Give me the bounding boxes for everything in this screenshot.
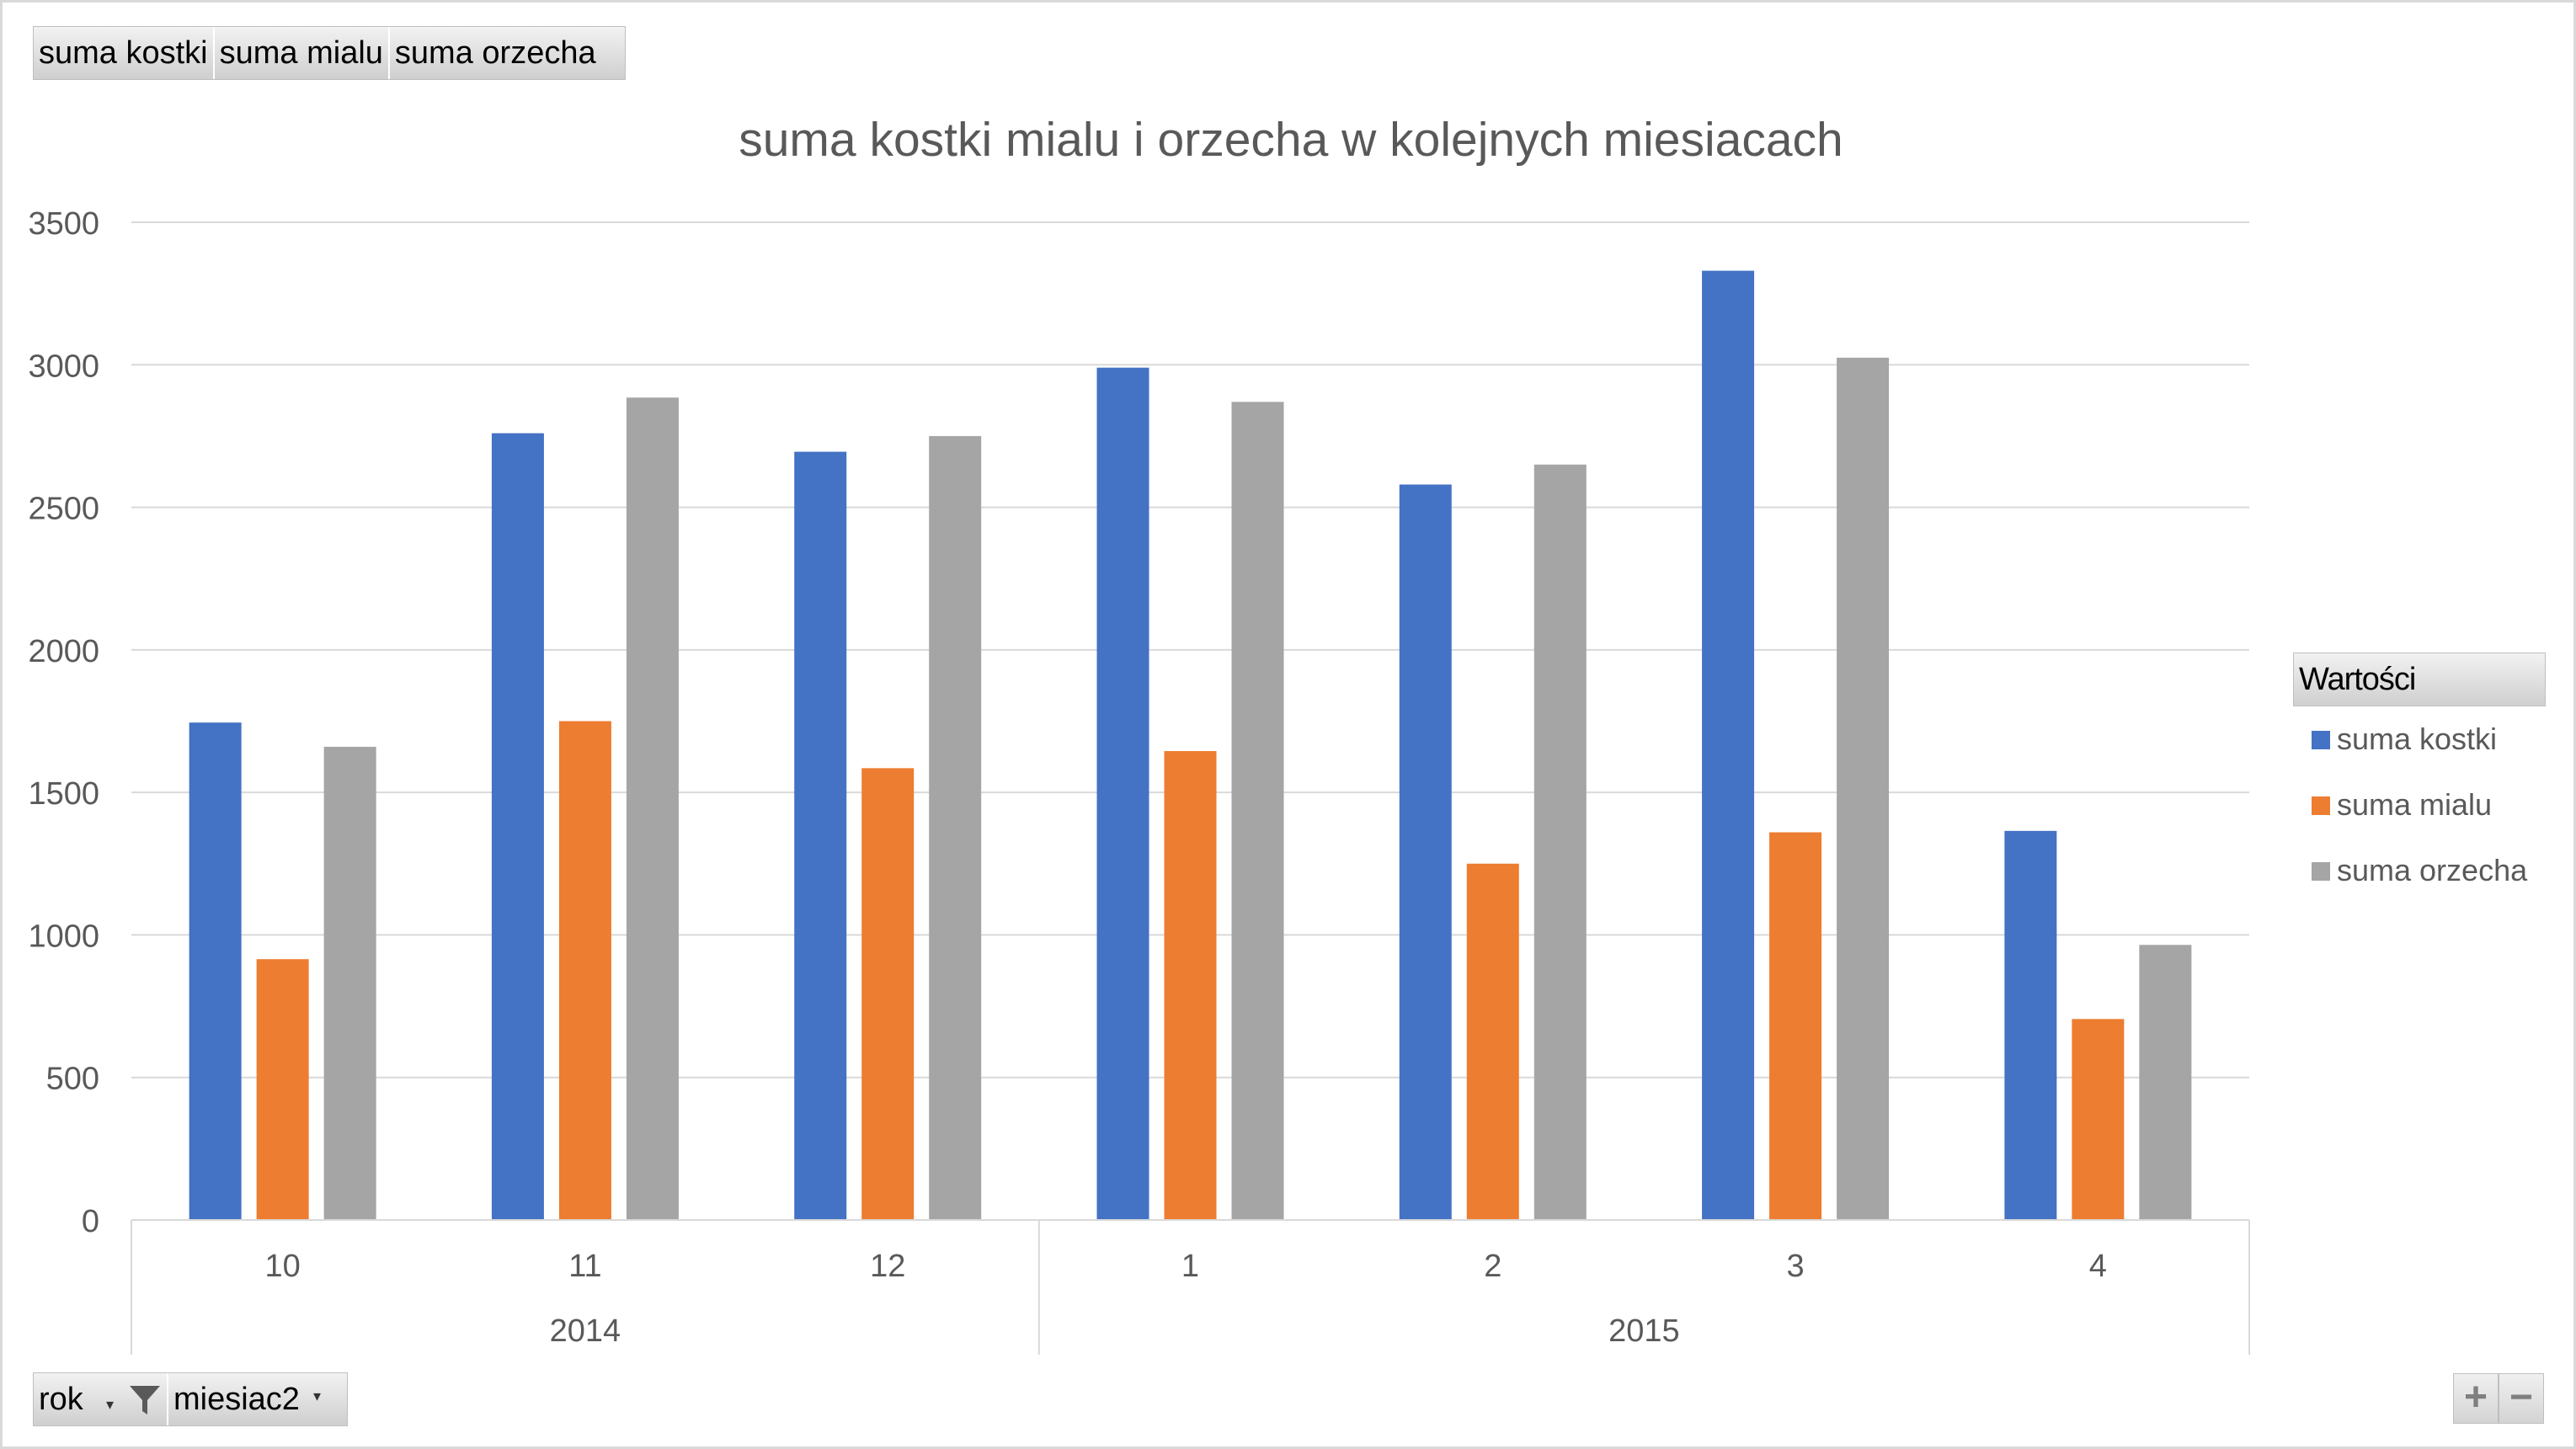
- field-button-suma-mialu[interactable]: suma mialu: [215, 27, 390, 79]
- legend-swatch-suma-mialu: [2312, 796, 2330, 815]
- field-button-label: rok: [39, 1382, 83, 1417]
- bar-suma-orzecha-1[interactable]: [1231, 402, 1284, 1220]
- y-tick-label: 3500: [28, 206, 99, 242]
- legend-item-suma-orzecha[interactable]: suma orzecha: [2293, 838, 2546, 903]
- bar-suma-mialu-4[interactable]: [2072, 1019, 2125, 1220]
- legend-label: suma orzecha: [2337, 853, 2528, 887]
- x-group-label: 2015: [1608, 1313, 1680, 1349]
- bar-suma-mialu-12[interactable]: [861, 768, 915, 1220]
- legend: Wartości suma kostki suma mialu suma orz…: [2293, 653, 2546, 903]
- legend-title[interactable]: Wartości: [2293, 653, 2546, 706]
- bar-suma-kostki-4[interactable]: [2004, 830, 2057, 1220]
- bar-suma-orzecha-10[interactable]: [323, 746, 376, 1220]
- bar-suma-orzecha-3[interactable]: [1837, 357, 1890, 1221]
- bar-suma-mialu-3[interactable]: [1769, 832, 1822, 1220]
- field-button-suma-orzecha[interactable]: suma orzecha: [394, 35, 596, 71]
- bar-suma-orzecha-2[interactable]: [1533, 464, 1587, 1220]
- field-button-rok[interactable]: rok ▾: [34, 1373, 168, 1425]
- field-button-miesiac2[interactable]: miesiac2 ▾: [168, 1373, 347, 1425]
- x-tick-label: 10: [265, 1249, 301, 1284]
- bar-suma-kostki-12[interactable]: [794, 451, 847, 1220]
- bar-suma-kostki-10[interactable]: [189, 722, 242, 1220]
- y-tick-label: 3000: [28, 349, 99, 384]
- y-tick-label: 0: [82, 1204, 99, 1239]
- field-button-suma-kostki[interactable]: suma kostki: [34, 27, 215, 79]
- collapse-button[interactable]: −: [2499, 1373, 2544, 1424]
- filter-icon: [130, 1386, 160, 1414]
- bar-suma-mialu-1[interactable]: [1164, 751, 1217, 1220]
- bar-suma-kostki-11[interactable]: [491, 433, 544, 1220]
- bar-suma-kostki-3[interactable]: [1702, 270, 1755, 1220]
- x-tick-label: 1: [1181, 1249, 1199, 1284]
- legend-item-suma-mialu[interactable]: suma mialu: [2293, 772, 2546, 838]
- x-tick-label: 3: [1787, 1249, 1805, 1284]
- legend-swatch-suma-orzecha: [2312, 862, 2330, 881]
- y-tick-label: 1000: [28, 919, 99, 954]
- bar-suma-kostki-2[interactable]: [1399, 484, 1452, 1220]
- y-tick-label: 500: [46, 1062, 99, 1097]
- bar-suma-mialu-10[interactable]: [256, 959, 309, 1220]
- chevron-down-icon: ▾: [313, 1388, 322, 1404]
- bar-suma-orzecha-11[interactable]: [626, 397, 679, 1220]
- bar-suma-mialu-11[interactable]: [558, 721, 611, 1221]
- x-tick-label: 4: [2089, 1249, 2107, 1284]
- legend-label: suma kostki: [2337, 722, 2498, 756]
- bar-suma-mialu-2[interactable]: [1466, 863, 1519, 1220]
- value-field-buttons: suma kostki suma mialu suma orzecha: [33, 26, 626, 80]
- expand-button[interactable]: +: [2453, 1373, 2499, 1424]
- x-tick-label: 12: [870, 1249, 905, 1284]
- chart-title: suma kostki mialu i orzecha w kolejnych …: [739, 113, 1843, 167]
- bar-suma-orzecha-12[interactable]: [929, 435, 982, 1220]
- axis-field-buttons: rok ▾ miesiac2 ▾: [33, 1372, 348, 1426]
- y-tick-label: 2000: [28, 634, 99, 669]
- legend-swatch-suma-kostki: [2312, 731, 2330, 749]
- y-tick-label: 1500: [28, 776, 99, 812]
- chevron-down-icon: ▾: [106, 1396, 115, 1413]
- bar-suma-kostki-1[interactable]: [1096, 367, 1149, 1221]
- legend-label: suma mialu: [2337, 787, 2493, 822]
- x-tick-label: 2: [1484, 1249, 1501, 1284]
- legend-item-suma-kostki[interactable]: suma kostki: [2293, 706, 2546, 772]
- x-group-label: 2014: [550, 1313, 621, 1349]
- field-button-label: miesiac2: [173, 1382, 300, 1417]
- x-tick-label: 11: [568, 1249, 601, 1284]
- y-tick-label: 2500: [28, 492, 99, 527]
- bar-suma-orzecha-4[interactable]: [2139, 945, 2192, 1220]
- column-chart: suma kostki mialu i orzecha w kolejnych …: [28, 113, 2250, 1355]
